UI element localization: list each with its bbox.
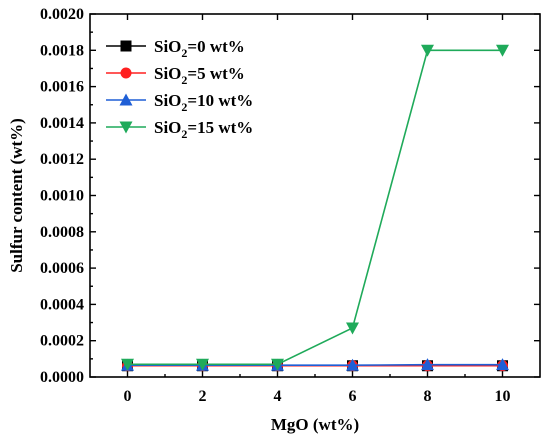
series-line [127,363,503,367]
y-tick-label: 0.0008 [40,224,84,241]
series-layer [121,44,509,372]
data-point [271,358,284,371]
legend-entry: SiO2=10 wt% [106,91,253,114]
y-tick-label: 0.0006 [40,260,84,277]
x-tick-label: 6 [349,388,357,405]
legend-label: SiO2=15 wt% [154,118,253,141]
y-axis-title: Sulfur content (wt%) [7,118,26,273]
x-axis-title: MgO (wt%) [271,415,359,434]
x-tick-label: 0 [124,388,132,405]
legend-label: SiO2=10 wt% [154,91,253,114]
data-point [196,358,209,371]
legend-entry: SiO2=5 wt% [106,64,245,87]
legend: SiO2=0 wt% SiO2=5 wt% SiO2=10 wt% SiO2=15 w… [106,37,253,141]
legend-marker [119,121,133,134]
legend-marker [120,40,132,52]
series-line [127,49,503,366]
data-point [496,358,509,371]
legend-entry: SiO2=0 wt% [106,37,245,60]
x-tick-label: 8 [424,388,432,405]
data-point [421,358,434,371]
legend-label: SiO2=0 wt% [154,37,245,60]
y-tick-label: 0.0004 [40,296,84,313]
series-3 [121,44,509,371]
y-tick-label: 0.0010 [40,188,84,205]
data-point [421,44,434,57]
legend-entry: SiO2=15 wt% [106,118,253,141]
y-tick-label: 0.0002 [40,333,84,350]
data-point [346,322,359,335]
y-tick-label: 0.0018 [40,42,84,59]
axes: 0 2 4 6 8 10 0.0000 0.0002 0.0004 0.0006 0.0008 0.0… [40,6,541,405]
legend-marker [119,93,133,106]
y-tick-label: 0.0020 [40,6,84,23]
y-tick-label: 0.0012 [40,151,84,168]
data-point [496,44,509,57]
x-tick-label: 10 [495,388,511,405]
y-tick-label: 0.0016 [40,79,84,96]
x-tick-label: 4 [274,388,282,405]
data-point [121,358,134,371]
legend-label: SiO2=5 wt% [154,64,245,87]
y-tick-label: 0.0000 [40,369,84,386]
x-tick-label: 2 [199,388,207,405]
y-tick-label: 0.0014 [40,115,84,132]
data-point [346,358,359,371]
legend-marker [120,67,132,79]
